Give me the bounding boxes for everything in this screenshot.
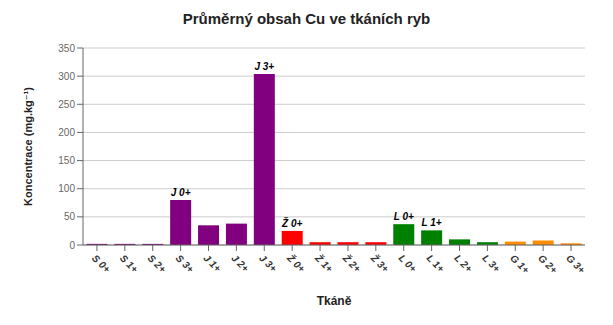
- svg-text:G 1+: G 1+: [508, 252, 531, 275]
- svg-text:Ž 0+: Ž 0+: [281, 217, 302, 229]
- svg-text:200: 200: [58, 127, 75, 138]
- svg-text:350: 350: [58, 43, 75, 54]
- svg-text:50: 50: [64, 211, 76, 222]
- svg-text:J 3+: J 3+: [254, 61, 274, 72]
- svg-text:L 0+: L 0+: [394, 211, 414, 222]
- svg-text:Ž 3+: Ž 3+: [368, 251, 392, 275]
- svg-text:J 1+: J 1+: [201, 252, 223, 274]
- svg-text:S 1+: S 1+: [118, 252, 141, 275]
- svg-text:Koncentrace (mg.kg⁻¹): Koncentrace (mg.kg⁻¹): [22, 87, 34, 206]
- svg-text:G 2+: G 2+: [536, 252, 559, 275]
- svg-text:Ž 0+: Ž 0+: [284, 251, 308, 275]
- svg-text:L 2+: L 2+: [452, 252, 474, 274]
- svg-text:L 0+: L 0+: [397, 252, 419, 274]
- svg-text:S 0+: S 0+: [90, 252, 113, 275]
- svg-text:250: 250: [58, 99, 75, 110]
- svg-text:J 3+: J 3+: [257, 252, 279, 274]
- svg-text:150: 150: [58, 155, 75, 166]
- svg-text:Ž 1+: Ž 1+: [312, 251, 336, 275]
- svg-text:J 0+: J 0+: [171, 187, 191, 198]
- svg-text:L 3+: L 3+: [480, 252, 502, 274]
- svg-text:L 1+: L 1+: [422, 217, 442, 228]
- svg-text:L 1+: L 1+: [425, 252, 447, 274]
- svg-text:S 2+: S 2+: [146, 252, 169, 275]
- svg-text:Tkáně: Tkáně: [317, 294, 352, 308]
- svg-text:Ž 2+: Ž 2+: [340, 251, 364, 275]
- svg-text:S 3+: S 3+: [174, 252, 197, 275]
- svg-text:100: 100: [58, 183, 75, 194]
- svg-text:300: 300: [58, 71, 75, 82]
- svg-text:J 2+: J 2+: [229, 252, 251, 274]
- svg-text:G 3+: G 3+: [564, 252, 587, 275]
- html-text:Průměrný obsah Cu ve tkáních r: Průměrný obsah Cu ve tkáních ryb: [182, 10, 431, 27]
- svg-text:0: 0: [69, 240, 75, 251]
